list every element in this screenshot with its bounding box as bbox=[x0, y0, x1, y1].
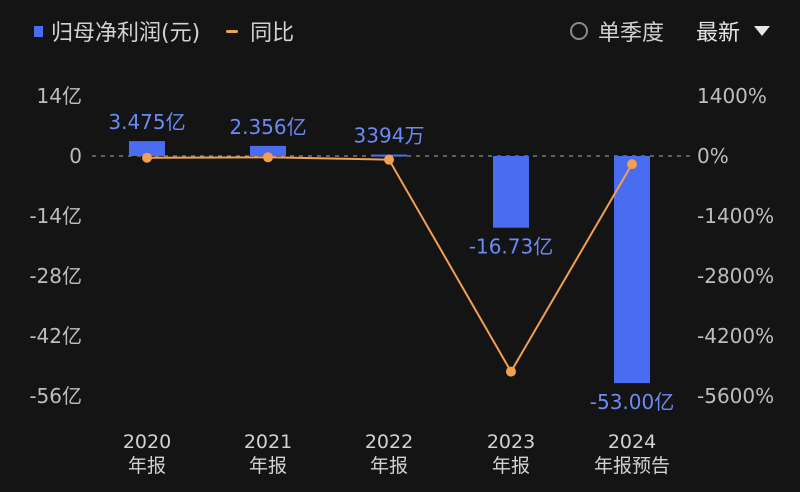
yoy-point-2 bbox=[384, 154, 394, 165]
right-axis-tick-0: 1400% bbox=[697, 84, 767, 108]
line-legend-label: 同比 bbox=[250, 21, 295, 46]
quarter-toggle-label[interactable]: 单季度 bbox=[597, 21, 664, 46]
bar-legend-label: 归母净利润(元) bbox=[51, 21, 201, 46]
left-axis-tick-0: 14亿 bbox=[37, 84, 82, 108]
bar-value-label-0: 3.475亿 bbox=[108, 110, 185, 134]
chart-controls: 单季度 最新 bbox=[569, 14, 770, 48]
period-select[interactable]: 最新 bbox=[695, 21, 740, 46]
caret-down-icon[interactable] bbox=[754, 26, 770, 36]
category-year-label-3: 2023 bbox=[487, 431, 535, 453]
bar-legend-swatch bbox=[34, 25, 43, 37]
right-axis-tick-2: -1400% bbox=[697, 204, 774, 228]
right-axis-tick-3: -2800% bbox=[697, 264, 774, 288]
yoy-line bbox=[146, 156, 633, 374]
left-axis-tick-1: 0 bbox=[69, 144, 82, 168]
yoy-point-0 bbox=[142, 152, 152, 163]
bar-value-label-1: 2.356亿 bbox=[229, 115, 306, 139]
category-type-label-3: 年报 bbox=[492, 455, 530, 477]
category-type-label-1: 年报 bbox=[249, 455, 287, 477]
right-axis-tick-5: -5600% bbox=[697, 384, 774, 408]
category-year-label-2: 2022 bbox=[365, 431, 413, 453]
chart-legend: 归母净利润(元) 同比 bbox=[34, 14, 294, 48]
left-axis-tick-5: -56亿 bbox=[29, 384, 82, 408]
category-type-label-2: 年报 bbox=[370, 455, 408, 477]
bar-3 bbox=[493, 156, 529, 228]
left-axis-tick-3: -28亿 bbox=[29, 264, 82, 288]
category-year-label-0: 2020 bbox=[123, 431, 171, 453]
bar-value-label-3: -16.73亿 bbox=[469, 235, 553, 259]
yoy-point-3 bbox=[506, 366, 516, 377]
yoy-point-1 bbox=[263, 152, 273, 163]
bar-4 bbox=[614, 156, 650, 384]
bar-value-label-2: 3394万 bbox=[354, 124, 425, 148]
bar-0 bbox=[129, 141, 165, 156]
category-type-label-4: 年报预告 bbox=[594, 455, 670, 477]
category-type-label-0: 年报 bbox=[128, 455, 166, 477]
left-axis-tick-2: -14亿 bbox=[29, 204, 82, 228]
yoy-point-4 bbox=[627, 159, 637, 170]
category-year-label-4: 2024 bbox=[608, 431, 656, 453]
bar-1 bbox=[250, 145, 286, 156]
category-year-label-1: 2021 bbox=[244, 431, 292, 453]
line-legend-swatch bbox=[226, 29, 239, 33]
right-axis-tick-4: -4200% bbox=[697, 324, 774, 348]
bar-value-label-4: -53.00亿 bbox=[590, 390, 674, 414]
left-axis-tick-4: -42亿 bbox=[29, 324, 82, 348]
quarter-radio-icon[interactable] bbox=[569, 22, 588, 40]
right-axis-tick-1: 0% bbox=[697, 144, 729, 168]
